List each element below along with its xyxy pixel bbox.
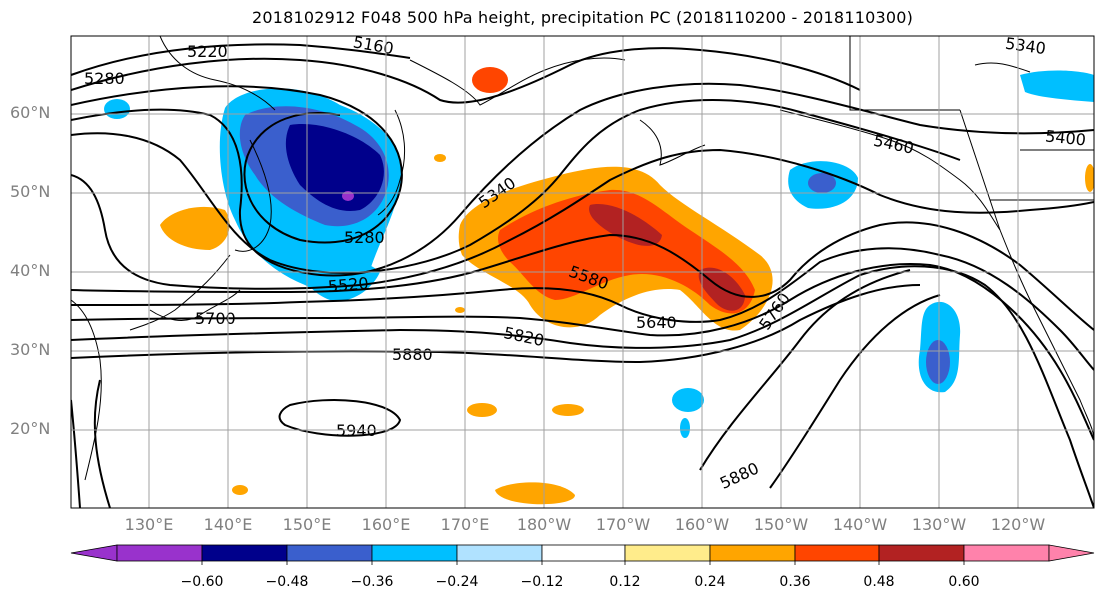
colorbar-tick-label: 0.48 — [863, 574, 895, 590]
colorbar-segment — [878, 544, 965, 562]
contour-label: 5640 — [636, 313, 677, 332]
contour-label: 5280 — [84, 69, 125, 88]
longitude-label: 180°W — [516, 515, 572, 534]
contour-label: 5880 — [392, 345, 433, 364]
colorbar — [70, 544, 1095, 565]
longitude-label: 160°W — [674, 515, 730, 534]
map-frame — [70, 35, 1095, 509]
longitude-label: 130°E — [124, 515, 174, 534]
latitude-label: 50°N — [10, 182, 51, 201]
longitude-label: 170°E — [440, 515, 490, 534]
colorbar-tick-label: 0.60 — [948, 574, 980, 590]
contour-label: 5280 — [344, 228, 385, 247]
height-contours — [71, 43, 1094, 508]
colorbar-segment — [963, 544, 1050, 562]
contour-label: 5220 — [187, 42, 228, 61]
colorbar-segment — [201, 544, 288, 562]
map-title: 2018102912 F048 500 hPa height, precipit… — [251, 8, 914, 27]
longitude-label: 170°W — [595, 515, 651, 534]
colorbar-tick-label: −0.36 — [350, 574, 394, 590]
colorbar-segment — [70, 544, 118, 562]
latitude-label: 40°N — [10, 261, 51, 280]
contour-label: 5400 — [1044, 126, 1086, 149]
colorbar-tick-label: 0.36 — [779, 574, 811, 590]
colorbar-tick-label: 0.24 — [694, 574, 726, 590]
colorbar-tick-label: −0.60 — [180, 574, 224, 590]
colorbar-segment — [794, 544, 880, 562]
colorbar-segment — [1048, 544, 1095, 562]
colorbar-segment — [371, 544, 458, 562]
contour-label: 5700 — [195, 309, 236, 328]
colorbar-segment — [286, 544, 373, 562]
colorbar-tick-label: 0.12 — [609, 574, 641, 590]
colorbar-tick-label: −0.24 — [435, 574, 479, 590]
colorbar-segment — [541, 544, 626, 562]
contour-label: 5520 — [327, 274, 369, 296]
longitude-label: 140°W — [832, 515, 888, 534]
longitude-label: 140°E — [203, 515, 253, 534]
latitude-label: 60°N — [10, 103, 51, 122]
latitude-label: 30°N — [10, 340, 51, 359]
longitude-label: 130°W — [911, 515, 967, 534]
colorbar-segment — [624, 544, 711, 562]
colorbar-tick-label: −0.48 — [265, 574, 309, 590]
latitude-label: 20°N — [10, 419, 51, 438]
colorbar-segment — [456, 544, 543, 562]
longitude-label: 120°W — [990, 515, 1046, 534]
colorbar-segment — [116, 544, 203, 562]
longitude-label: 150°E — [282, 515, 332, 534]
longitude-label: 150°W — [753, 515, 809, 534]
colorbar-tick-label: −0.12 — [520, 574, 564, 590]
colorbar-segment — [709, 544, 796, 562]
precipitation-shading — [104, 67, 1094, 505]
graticule — [71, 36, 1094, 508]
longitude-label: 160°E — [361, 515, 411, 534]
